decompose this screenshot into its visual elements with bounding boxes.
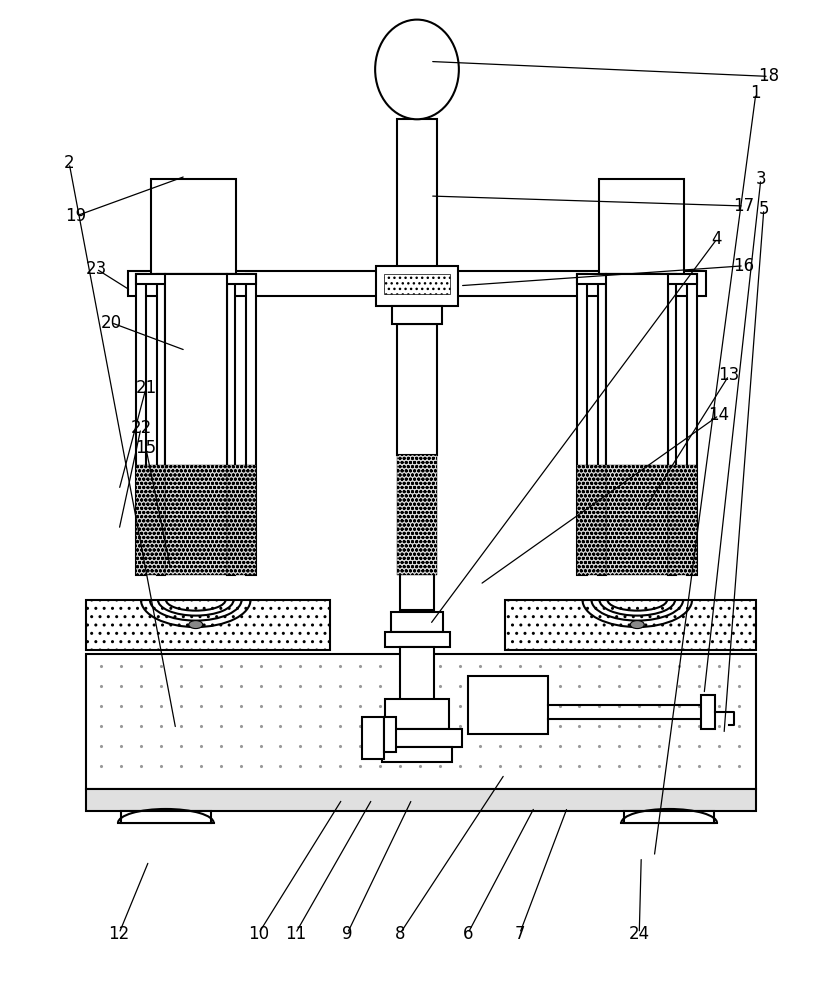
Bar — [701, 695, 715, 729]
Text: 19: 19 — [66, 207, 87, 225]
Bar — [397, 455, 437, 575]
Text: 22: 22 — [130, 419, 152, 437]
Text: 2: 2 — [64, 154, 74, 172]
Bar — [468, 676, 548, 734]
Bar — [385, 699, 449, 729]
Text: 24: 24 — [629, 925, 650, 943]
Bar — [625, 811, 714, 823]
Text: 6: 6 — [463, 925, 473, 943]
Text: 17: 17 — [733, 197, 755, 215]
Text: 15: 15 — [135, 439, 157, 457]
Bar — [86, 654, 756, 789]
Text: 11: 11 — [284, 925, 306, 943]
Bar — [362, 717, 384, 759]
Bar — [397, 324, 437, 455]
Bar — [157, 274, 165, 575]
Bar — [577, 465, 606, 575]
Bar — [600, 179, 684, 274]
Ellipse shape — [631, 621, 644, 629]
Bar — [400, 324, 434, 610]
Bar — [391, 612, 443, 632]
Bar — [384, 274, 450, 294]
Bar — [577, 274, 587, 575]
Text: 7: 7 — [515, 925, 525, 943]
Bar — [128, 271, 706, 296]
Bar — [385, 632, 450, 647]
Text: 20: 20 — [100, 314, 122, 332]
Ellipse shape — [375, 20, 459, 119]
Bar — [86, 600, 330, 650]
Text: 21: 21 — [135, 379, 157, 397]
Text: 12: 12 — [108, 925, 129, 943]
Text: 16: 16 — [733, 257, 755, 275]
Bar — [384, 717, 396, 752]
Text: 10: 10 — [248, 925, 269, 943]
Bar — [136, 465, 165, 575]
Bar — [606, 465, 668, 575]
Bar — [227, 465, 255, 575]
Text: 18: 18 — [758, 67, 780, 85]
Bar — [687, 274, 697, 575]
Bar — [136, 274, 146, 575]
Bar — [376, 266, 458, 306]
Bar — [668, 465, 697, 575]
Bar — [400, 647, 434, 719]
Bar — [392, 306, 442, 324]
Bar — [382, 747, 452, 762]
Text: 3: 3 — [756, 170, 766, 188]
Ellipse shape — [188, 621, 203, 629]
Bar — [245, 274, 255, 575]
Bar — [372, 729, 462, 747]
Bar — [151, 179, 236, 274]
Bar — [606, 274, 668, 475]
Bar — [86, 789, 756, 811]
Text: 8: 8 — [394, 925, 405, 943]
Text: 23: 23 — [85, 260, 107, 278]
Text: 14: 14 — [708, 406, 730, 424]
Bar — [505, 600, 756, 650]
Text: 9: 9 — [342, 925, 353, 943]
Bar — [598, 274, 606, 575]
Bar — [121, 811, 211, 823]
Bar — [227, 274, 234, 575]
Bar — [165, 274, 227, 475]
Bar — [668, 274, 676, 575]
Text: 4: 4 — [711, 230, 722, 248]
Bar — [397, 119, 437, 271]
Text: 5: 5 — [759, 200, 769, 218]
Bar — [577, 274, 697, 284]
Bar — [165, 465, 227, 575]
Text: 1: 1 — [751, 84, 761, 102]
Bar — [136, 274, 255, 284]
Text: 13: 13 — [718, 366, 740, 384]
